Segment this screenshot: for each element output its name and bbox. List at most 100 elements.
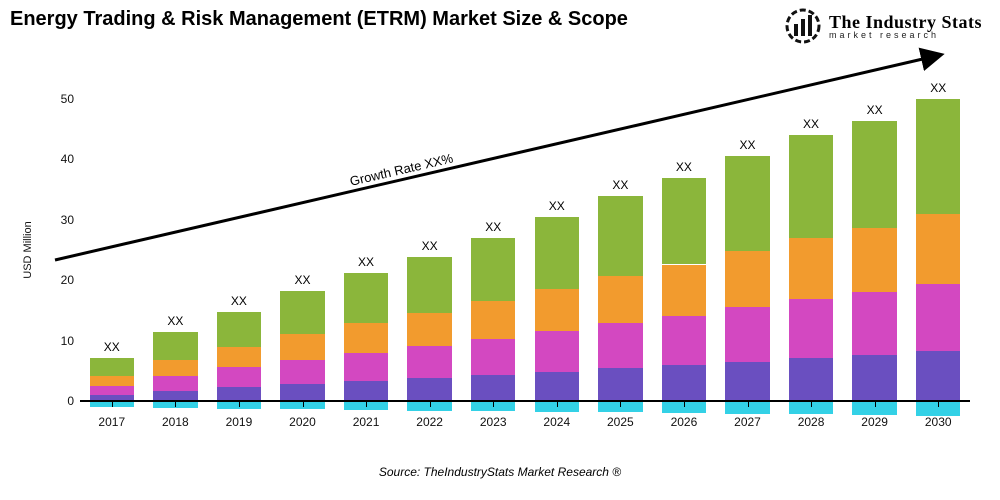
bar-segment — [90, 376, 135, 386]
xtick-mark — [112, 401, 113, 407]
bars-layer: 2017XX2018XX2019XX2020XX2021XX2022XX2023… — [80, 75, 970, 425]
bar-segment — [217, 387, 262, 401]
xtick-label: 2024 — [535, 415, 580, 429]
bar-segment — [407, 346, 452, 378]
xtick-mark — [303, 401, 304, 407]
bar: 2028XX — [789, 75, 834, 425]
bar: 2026XX — [662, 75, 707, 425]
bar: 2025XX — [598, 75, 643, 425]
bar-segment — [407, 378, 452, 401]
ytick-label: 40 — [61, 152, 74, 166]
bar-segment — [535, 372, 580, 401]
bar-value-label: XX — [280, 273, 325, 287]
xtick-mark — [748, 401, 749, 407]
xtick-label: 2020 — [280, 415, 325, 429]
bar-segment — [916, 214, 961, 283]
bar-segment — [153, 332, 198, 360]
xtick-mark — [175, 401, 176, 407]
ytick-label: 50 — [61, 92, 74, 106]
bar-segment — [725, 362, 770, 401]
logo-icon — [783, 6, 823, 46]
xtick-label: 2027 — [725, 415, 770, 429]
bar-segment — [852, 121, 897, 228]
ytick-label: 20 — [61, 273, 74, 287]
bar-value-label: XX — [153, 314, 198, 328]
xtick-label: 2017 — [90, 415, 135, 429]
xtick-mark — [493, 401, 494, 407]
xtick-mark — [620, 401, 621, 407]
bar-segment — [916, 351, 961, 400]
ytick-label: 10 — [61, 334, 74, 348]
bar-segment — [153, 360, 198, 376]
bar-segment — [916, 284, 961, 352]
bar-segment — [789, 238, 834, 299]
bar-segment — [662, 178, 707, 264]
xtick-mark — [875, 401, 876, 407]
bar-segment — [153, 376, 198, 391]
bar-segment — [344, 323, 389, 353]
xtick-mark — [239, 401, 240, 407]
bar: 2017XX — [90, 75, 135, 425]
bar: 2030XX — [916, 75, 961, 425]
chart-root: { "title": { "text": "Energy Trading & R… — [0, 0, 1000, 500]
bar-segment — [217, 347, 262, 368]
bar-segment — [344, 381, 389, 401]
xtick-label: 2029 — [852, 415, 897, 429]
bar-value-label: XX — [90, 340, 135, 354]
bar-segment — [344, 273, 389, 323]
bar-segment — [471, 301, 516, 338]
bar-segment — [471, 375, 516, 401]
bar-segment — [471, 339, 516, 375]
bar-segment — [407, 313, 452, 346]
logo-sub: market research — [829, 31, 982, 40]
bar: 2023XX — [471, 75, 516, 425]
xtick-label: 2025 — [598, 415, 643, 429]
bar: 2029XX — [852, 75, 897, 425]
xtick-mark — [430, 401, 431, 407]
bar-segment — [725, 156, 770, 251]
xtick-label: 2022 — [407, 415, 452, 429]
bar-segment — [852, 355, 897, 401]
bar-segment — [598, 196, 643, 276]
xtick-mark — [811, 401, 812, 407]
bar-segment — [280, 334, 325, 359]
xtick-label: 2030 — [916, 415, 961, 429]
bar-value-label: XX — [789, 117, 834, 131]
bar-segment — [852, 228, 897, 293]
xtick-label: 2026 — [662, 415, 707, 429]
bar-segment — [217, 367, 262, 387]
bar-segment — [789, 135, 834, 238]
bar-segment — [916, 99, 961, 214]
bar-segment — [217, 312, 262, 347]
bar-segment — [344, 353, 389, 381]
brand-logo: The Industry Stats market research — [783, 6, 982, 46]
bar-value-label: XX — [217, 294, 262, 308]
bar: 2020XX — [280, 75, 325, 425]
y-axis: 01020304050 — [38, 75, 80, 425]
bar-value-label: XX — [344, 255, 389, 269]
bar-segment — [662, 316, 707, 365]
bar-segment — [280, 360, 325, 384]
bar: 2019XX — [217, 75, 262, 425]
xtick-label: 2023 — [471, 415, 516, 429]
ytick-label: 30 — [61, 213, 74, 227]
bar-segment — [725, 251, 770, 307]
bar-value-label: XX — [407, 239, 452, 253]
bar-segment — [280, 291, 325, 334]
bar-segment — [535, 331, 580, 372]
xtick-label: 2019 — [217, 415, 262, 429]
bar-segment — [598, 276, 643, 323]
xtick-mark — [366, 401, 367, 407]
xtick-mark — [938, 401, 939, 407]
bar: 2022XX — [407, 75, 452, 425]
xtick-label: 2018 — [153, 415, 198, 429]
bar-value-label: XX — [916, 81, 961, 95]
bar: 2027XX — [725, 75, 770, 425]
bar-segment — [535, 217, 580, 288]
y-axis-label: USD Million — [22, 221, 34, 278]
xtick-label: 2028 — [789, 415, 834, 429]
bar-segment — [535, 289, 580, 331]
bar: 2024XX — [535, 75, 580, 425]
bar-value-label: XX — [852, 103, 897, 117]
xtick-label: 2021 — [344, 415, 389, 429]
